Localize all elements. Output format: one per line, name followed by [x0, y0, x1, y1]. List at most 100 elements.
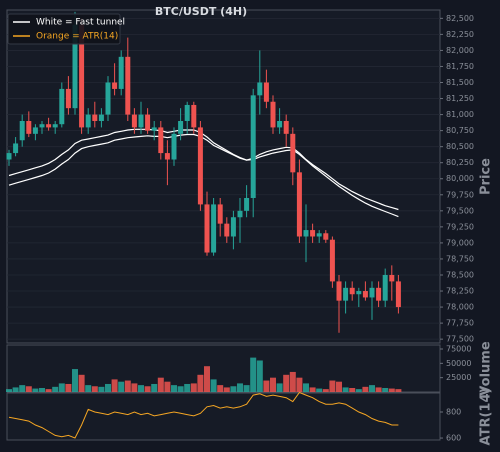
y-tick-label: 600 — [446, 434, 461, 443]
y-tick-label: 80,250 — [446, 158, 474, 167]
y-tick-label: 79,750 — [446, 190, 474, 199]
candle-body — [118, 56, 124, 89]
legend-label: White = Fast tunnel — [36, 18, 125, 28]
candle-body — [316, 233, 322, 237]
candle-body — [382, 274, 388, 301]
legend-label: Orange = ATR(14) — [36, 32, 118, 42]
volume-bar — [105, 383, 111, 392]
candle-body — [296, 172, 302, 237]
candle-body — [369, 287, 375, 298]
volume-bar — [283, 374, 290, 392]
y-tick-label: 79,500 — [446, 206, 474, 215]
volume-bar — [171, 385, 177, 392]
y-tick-label: 81,750 — [446, 62, 474, 71]
y-tick-label: 77,500 — [446, 335, 474, 344]
y-tick-label: 75000 — [446, 345, 471, 354]
volume-bar — [78, 374, 85, 392]
volume-bar — [230, 386, 237, 392]
candle-body — [263, 82, 269, 102]
volume-bar — [270, 377, 276, 392]
volume-bar — [39, 387, 45, 392]
candle-body — [283, 121, 289, 134]
y-axis-label: Volume — [479, 341, 494, 396]
y-axis-label: Price — [479, 158, 494, 195]
candle-body — [250, 95, 256, 198]
candle-body — [204, 204, 210, 253]
candle-body — [237, 210, 243, 218]
volume-bar — [151, 383, 158, 392]
volume-bar — [250, 357, 257, 392]
candle-body — [131, 114, 137, 128]
volume-bar — [223, 387, 230, 392]
volume-bar — [382, 387, 389, 392]
y-tick-label: 80,500 — [446, 142, 474, 151]
volume-bar — [289, 371, 296, 392]
candle-body — [46, 124, 52, 128]
candle-body — [362, 291, 368, 298]
y-tick-label: 78,250 — [446, 287, 474, 296]
y-tick-label: 80,750 — [446, 126, 474, 135]
candle-body — [336, 281, 342, 301]
candle-body — [85, 114, 91, 128]
volume-bar — [184, 383, 191, 392]
volume-bar — [45, 389, 52, 392]
volume-bar — [243, 385, 250, 392]
volume-bar — [395, 389, 402, 392]
volume-bar — [355, 389, 362, 392]
candle-body — [211, 204, 217, 253]
volume-bar — [210, 379, 217, 392]
volume-bar — [190, 383, 197, 392]
volume-bar — [157, 377, 164, 392]
volume-bar — [177, 386, 184, 392]
volume-panel — [6, 344, 441, 393]
volume-bar — [303, 383, 309, 392]
y-tick-label: 78,500 — [446, 270, 474, 279]
volume-bar — [19, 385, 26, 392]
candle-body — [290, 133, 296, 173]
volume-bar — [336, 381, 342, 392]
volume-bar — [322, 389, 329, 392]
y-tick-label: 81,000 — [446, 110, 474, 119]
candle-body — [329, 239, 335, 282]
candle-body — [164, 153, 170, 160]
candle-body — [98, 114, 104, 121]
y-tick-label: 78,000 — [446, 303, 474, 312]
volume-bar — [6, 389, 12, 392]
volume-bar — [296, 377, 303, 392]
atr-panel — [6, 392, 441, 441]
volume-bar — [237, 383, 243, 392]
y-tick-label: 82,500 — [446, 14, 474, 23]
volume-bar — [369, 385, 375, 392]
candle-body — [343, 287, 349, 301]
volume-bar — [316, 388, 323, 392]
volume-bar — [388, 388, 395, 392]
y-axis-label: ATR(14) — [479, 388, 494, 446]
candle-body — [39, 124, 45, 128]
candle-body — [303, 230, 309, 237]
candle-body — [92, 114, 98, 121]
volume-bar — [98, 386, 105, 392]
y-tick-label: 81,500 — [446, 78, 474, 87]
y-tick-label: 50000 — [446, 359, 471, 368]
y-tick-label: 82,000 — [446, 46, 474, 55]
candle-body — [151, 127, 157, 131]
candle-body — [257, 82, 263, 96]
volume-bar — [118, 381, 125, 392]
candle-body — [26, 121, 32, 134]
volume-bar — [12, 387, 19, 392]
volume-bar — [309, 387, 316, 392]
volume-bar — [131, 383, 138, 392]
volume-bar — [362, 386, 369, 392]
candle-body — [270, 101, 276, 128]
volume-bar — [91, 386, 98, 392]
candle-body — [217, 204, 223, 224]
candle-body — [389, 274, 395, 282]
candle-body — [65, 88, 71, 109]
y-tick-label: 82,250 — [446, 30, 474, 39]
candle-body — [310, 230, 316, 237]
legend: White = Fast tunnel Orange = ATR(14) — [7, 13, 125, 45]
volume-bar — [58, 383, 65, 392]
volume-bar — [164, 381, 171, 392]
candle-body — [158, 127, 164, 154]
